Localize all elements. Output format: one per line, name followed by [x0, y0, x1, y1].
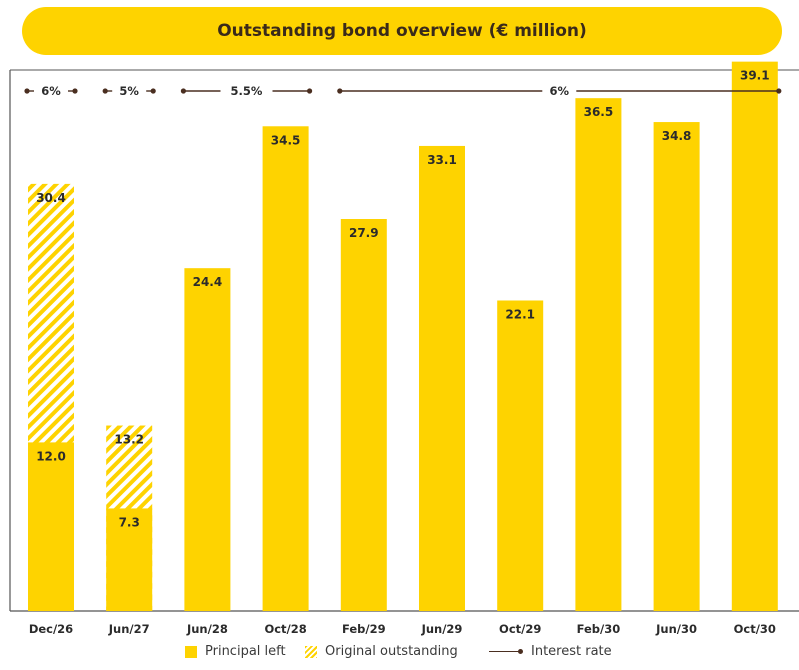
legend-item-principal: Principal left — [185, 644, 286, 659]
principal-value-label: 34.5 — [271, 133, 301, 147]
original-value-label: 30.4 — [36, 191, 66, 205]
principal-value-label: 12.0 — [36, 449, 66, 463]
x-tick-label: Oct/29 — [499, 622, 541, 636]
rate-label: 6% — [41, 84, 61, 98]
principal-bar — [262, 126, 309, 612]
principal-value-label: 33.1 — [427, 153, 457, 167]
principal-bar — [106, 508, 153, 611]
rate-dot — [776, 88, 782, 94]
principal-value-label: 22.1 — [505, 307, 535, 321]
interest-rate-group: 6% 5% 5.5% 6% — [24, 84, 782, 98]
rate-dot — [72, 88, 78, 94]
x-tick-labels: Dec/26 Jun/27 Jun/28 Oct/28 Feb/29 Jun/29 Oct/… — [29, 622, 776, 636]
principal-bar — [184, 268, 231, 611]
x-tick-label: Oct/30 — [734, 622, 776, 636]
x-tick-label: Jun/30 — [655, 622, 697, 636]
x-tick-label: Dec/26 — [29, 622, 73, 636]
x-tick-label: Feb/29 — [342, 622, 386, 636]
rate-dot — [337, 88, 343, 94]
principal-bar — [575, 98, 622, 612]
principal-value-label: 39.1 — [740, 69, 770, 83]
x-tick-label: Jun/29 — [421, 622, 463, 636]
bond-bar-chart: 30.4 12.0 13.2 7.3 24.4 34.5 27.9 33.1 22.1 36.5 3… — [9, 61, 799, 636]
principal-bar — [497, 300, 544, 611]
rate-label: 5% — [119, 84, 139, 98]
principal-bar — [340, 219, 387, 611]
legend-swatch-rate — [487, 647, 523, 657]
rate-dot — [102, 88, 108, 94]
legend-label-principal: Principal left — [205, 644, 286, 659]
principal-value-label: 34.8 — [662, 129, 692, 143]
principal-value-label: 36.5 — [584, 105, 614, 119]
x-tick-label: Jun/28 — [186, 622, 228, 636]
chart-title: Outstanding bond overview (€ million) — [22, 7, 782, 55]
bars-group: 30.4 12.0 13.2 7.3 24.4 34.5 27.9 33.1 22.1 36.5 3… — [28, 61, 778, 612]
rate-dot — [180, 88, 186, 94]
principal-bar — [28, 442, 74, 611]
rate-dot — [307, 88, 313, 94]
principal-value-label: 7.3 — [119, 515, 140, 529]
principal-value-label: 24.4 — [193, 275, 223, 289]
rate-dot — [24, 88, 30, 94]
legend-label-original: Original outstanding — [325, 644, 458, 659]
legend-item-rate: Interest rate — [487, 644, 612, 659]
principal-value-label: 27.9 — [349, 226, 379, 240]
x-tick-label: Feb/30 — [577, 622, 621, 636]
principal-bar — [731, 61, 778, 611]
legend: Principal left Original outstanding Inte… — [0, 640, 799, 666]
legend-swatch-principal — [185, 645, 197, 658]
legend-item-original: Original outstanding — [305, 644, 458, 659]
x-tick-label: Jun/27 — [108, 622, 150, 636]
original-value-label: 13.2 — [114, 433, 144, 447]
legend-swatch-original — [305, 645, 317, 658]
legend-label-rate: Interest rate — [531, 644, 612, 659]
rate-label: 5.5% — [231, 84, 263, 98]
x-tick-label: Oct/28 — [264, 622, 306, 636]
rate-label: 6% — [550, 84, 570, 98]
principal-bar — [653, 122, 700, 611]
principal-bar — [419, 145, 465, 611]
rate-dot — [150, 88, 156, 94]
